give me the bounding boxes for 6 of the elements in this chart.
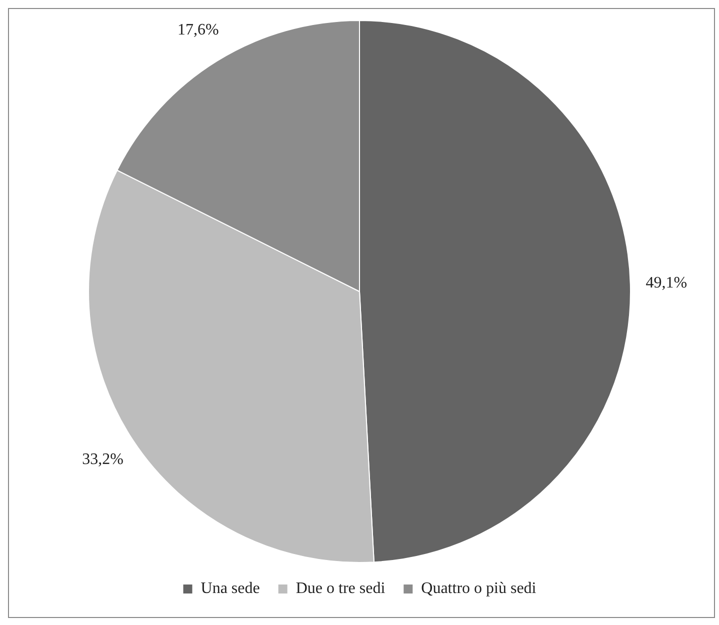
data-label: 33,2% (82, 451, 124, 468)
legend-label: Una sede (200, 580, 260, 598)
data-label: 49,1% (646, 274, 688, 292)
legend-label: Due o tre sedi (296, 580, 386, 598)
legend-label: Quattro o più sedi (421, 580, 537, 598)
data-label: 17,6% (177, 22, 219, 39)
